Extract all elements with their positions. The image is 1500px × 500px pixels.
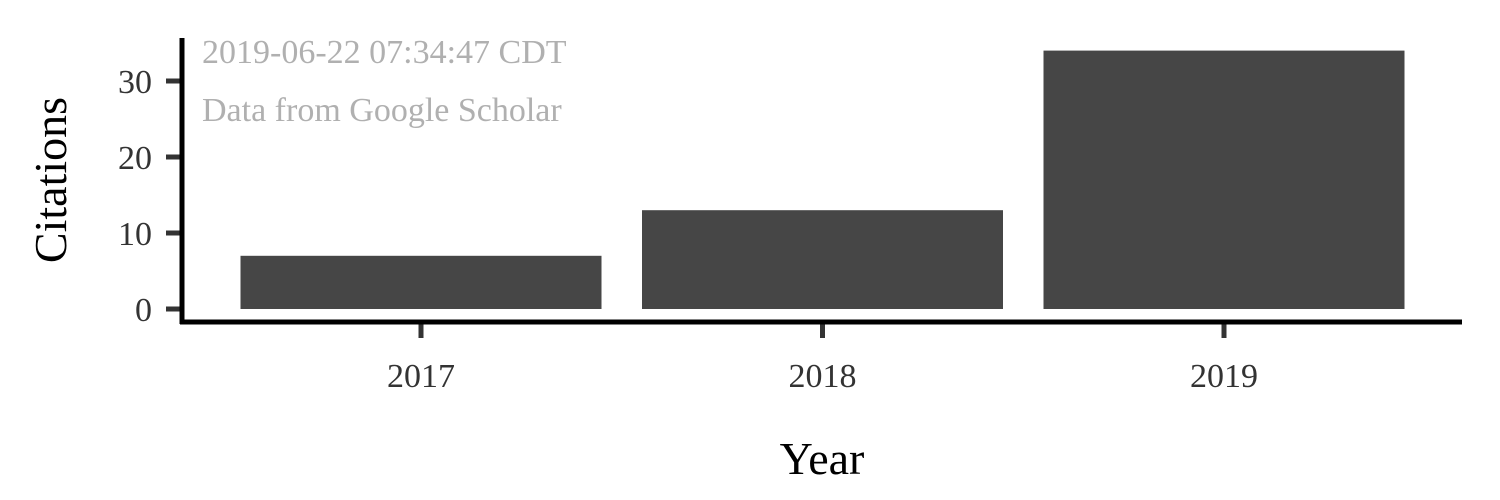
bar-2019	[1043, 50, 1405, 309]
y-tick-label-0: 0	[135, 292, 152, 329]
x-tick-label-2017: 2017	[387, 358, 455, 395]
x-tick-label-2019: 2019	[1190, 358, 1258, 395]
y-axis-title: Citations	[25, 97, 76, 263]
y-tick-label-20: 20	[118, 140, 152, 177]
x-tick-label-2018: 2018	[789, 358, 857, 395]
y-tick-label-10: 10	[118, 216, 152, 253]
source-annotation: Data from Google Scholar	[202, 92, 562, 129]
y-tick-label-30: 30	[118, 64, 152, 101]
y-axis-ticks: 0 10 20 30	[118, 64, 182, 329]
x-axis-title: Year	[780, 433, 865, 484]
bars-group	[240, 50, 1405, 309]
bar-2017	[240, 255, 602, 309]
x-axis-ticks: 2017 2018 2019	[387, 322, 1258, 395]
timestamp-annotation: 2019-06-22 07:34:47 CDT	[202, 34, 567, 71]
bar-2018	[642, 210, 1003, 309]
